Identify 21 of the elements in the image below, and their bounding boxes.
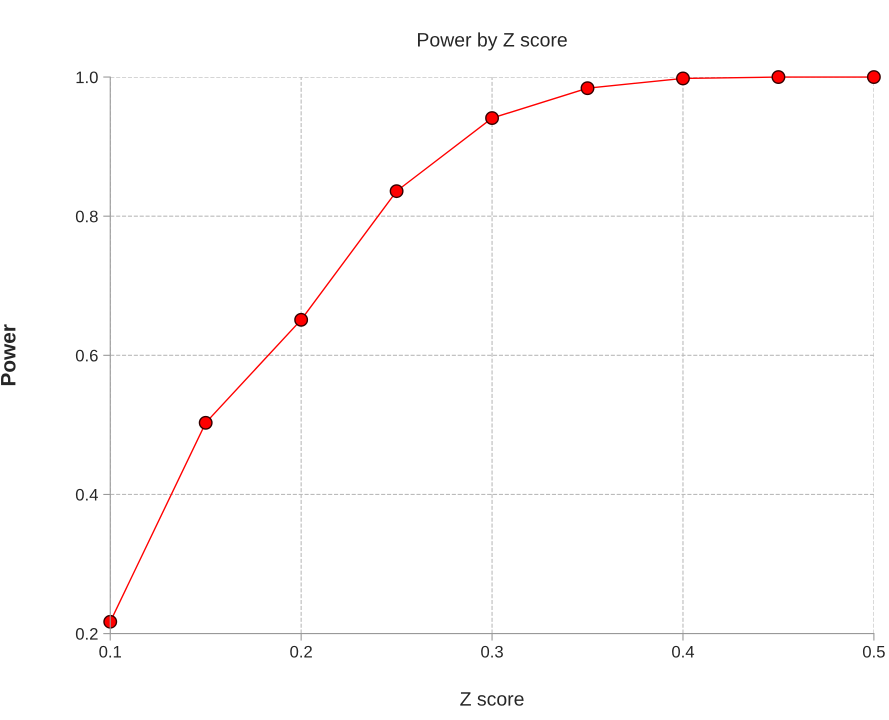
x-axis-title: Z score (460, 692, 524, 706)
chart-title: Power by Z score (418, 32, 567, 51)
x-tick-label: 0.2 (290, 646, 312, 658)
y-tick-label: 1.0 (76, 71, 98, 84)
point (676, 71, 690, 86)
y-tick-label: 0.4 (76, 488, 98, 501)
y-tick-label: 0.2 (76, 628, 98, 640)
point (866, 70, 881, 84)
x-tick-label: 0.4 (672, 646, 694, 658)
point (771, 70, 786, 84)
x-tick-label: 0.5 (862, 646, 885, 658)
point (485, 111, 500, 126)
point (580, 81, 594, 96)
y-axis-title: Power (1, 324, 16, 386)
y-tick-label: 0.6 (76, 350, 98, 362)
point (390, 184, 404, 198)
point (294, 312, 308, 327)
point (198, 416, 213, 430)
y-tick-label: 0.8 (76, 210, 98, 222)
x-tick-label: 0.3 (481, 646, 503, 658)
x-tick-label: 0.1 (99, 646, 122, 658)
